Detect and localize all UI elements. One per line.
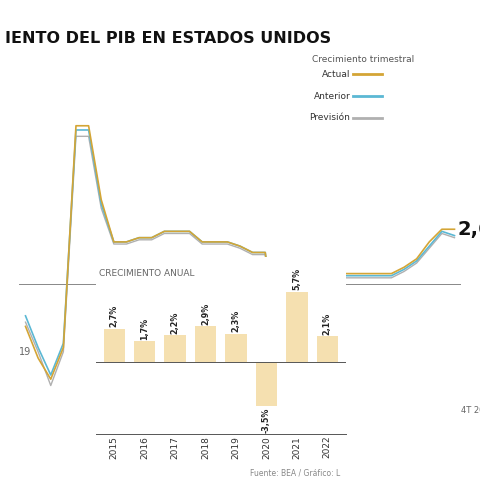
Text: 2,2%: 2,2%: [171, 311, 180, 334]
Text: Previsión: Previsión: [310, 113, 350, 122]
Bar: [226, 334, 247, 362]
Text: 5,7%: 5,7%: [292, 268, 301, 290]
Bar: [286, 291, 308, 362]
Text: 2,6: 2,6: [457, 220, 480, 239]
Text: CRECIMIENTO ANUAL: CRECIMIENTO ANUAL: [99, 269, 194, 278]
Text: Crecimiento trimestral: Crecimiento trimestral: [312, 55, 414, 64]
Text: 4T 2022: 4T 2022: [461, 406, 480, 415]
Text: IENTO DEL PIB EN ESTADOS UNIDOS: IENTO DEL PIB EN ESTADOS UNIDOS: [5, 31, 331, 46]
Bar: [104, 329, 125, 362]
Text: 2,9%: 2,9%: [201, 302, 210, 325]
Bar: [317, 336, 338, 362]
Text: Fuente: BEA / Gráfico: L: Fuente: BEA / Gráfico: L: [250, 468, 340, 478]
Text: 19: 19: [19, 347, 32, 357]
Text: Actual: Actual: [322, 70, 350, 79]
Text: 1,7%: 1,7%: [140, 318, 149, 340]
Text: 2,7%: 2,7%: [110, 305, 119, 327]
Text: -3,5%: -3,5%: [262, 408, 271, 432]
Bar: [256, 362, 277, 406]
Text: 2,3%: 2,3%: [231, 310, 240, 332]
Text: Anterior: Anterior: [313, 92, 350, 100]
Bar: [134, 341, 156, 362]
Bar: [195, 326, 216, 362]
Bar: [165, 335, 186, 362]
Text: 2,1%: 2,1%: [323, 312, 332, 335]
